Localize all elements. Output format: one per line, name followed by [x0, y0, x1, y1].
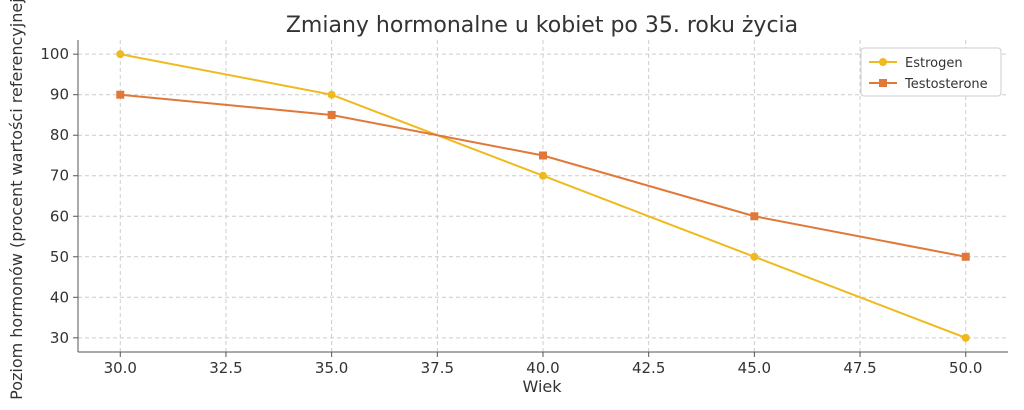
- legend-marker-estrogen: [879, 58, 887, 66]
- data-point-estrogen-2: [539, 171, 547, 180]
- legend-label-testosterone: Testosterone: [904, 77, 988, 92]
- y-axis-label: Poziom hormonów (procent wartości refere…: [7, 0, 26, 400]
- x-tick-label-1: 32.5: [209, 359, 242, 377]
- legend: Estrogen Testosterone: [860, 47, 1002, 97]
- legend-label-estrogen: Estrogen: [905, 56, 963, 71]
- chart-title: Zmiany hormonalne u kobiet po 35. roku ż…: [286, 13, 798, 38]
- x-tick-label-0: 30.0: [104, 359, 137, 377]
- y-tick-label-5: 80: [50, 126, 69, 144]
- data-point-estrogen-1: [327, 90, 336, 99]
- y-tick-label-2: 50: [50, 248, 69, 266]
- grid: [78, 40, 1008, 352]
- x-tick-label-5: 42.5: [632, 359, 665, 377]
- y-tick-label-0: 30: [50, 329, 69, 347]
- legend-marker-testosterone: [879, 79, 887, 87]
- x-axis-ticks: 30.0 32.5 35.0 37.5 40.0 42.5 45.0 47.5 50.0: [104, 352, 982, 377]
- data-point-estrogen-3: [750, 252, 759, 261]
- y-tick-label-6: 90: [50, 86, 69, 104]
- series-layer: [116, 50, 970, 342]
- y-axis-ticks: 30 40 50 60 70 80 90 100: [40, 45, 78, 347]
- data-point-testosterone-2: [539, 151, 547, 160]
- data-point-estrogen-4: [961, 333, 970, 342]
- data-point-testosterone-4: [961, 252, 970, 261]
- x-tick-label-7: 47.5: [843, 359, 876, 377]
- x-tick-label-3: 37.5: [421, 359, 454, 377]
- series-estrogen: [116, 50, 970, 342]
- y-tick-label-3: 60: [50, 207, 69, 225]
- y-tick-label-4: 70: [50, 167, 69, 185]
- y-tick-label-7: 100: [40, 45, 69, 63]
- y-tick-label-1: 40: [50, 288, 69, 306]
- data-point-testosterone-1: [327, 110, 336, 119]
- x-tick-label-2: 35.0: [315, 359, 348, 377]
- series-testosterone: [116, 90, 970, 261]
- x-tick-label-8: 50.0: [949, 359, 982, 377]
- data-point-estrogen-0: [116, 50, 125, 59]
- x-tick-label-4: 40.0: [526, 359, 559, 377]
- x-tick-label-6: 45.0: [738, 359, 771, 377]
- data-point-testosterone-3: [750, 212, 759, 221]
- x-axis-label: Wiek: [522, 377, 562, 396]
- data-point-testosterone-0: [116, 90, 125, 99]
